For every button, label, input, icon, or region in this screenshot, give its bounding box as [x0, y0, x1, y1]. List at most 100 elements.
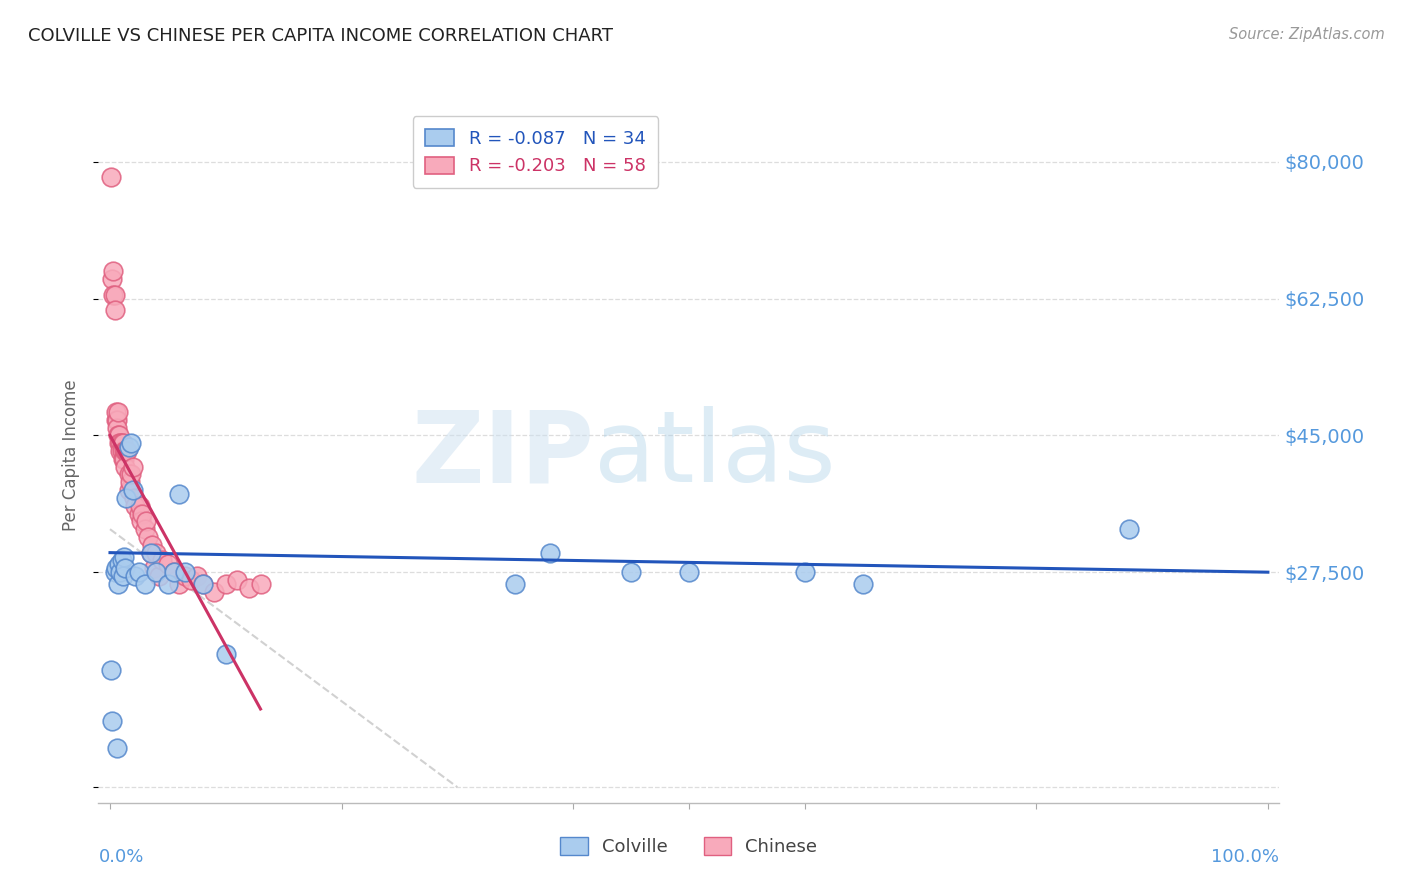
Point — [538, 546, 561, 560]
Point — [107, 405, 129, 419]
Point — [793, 565, 815, 579]
Point — [110, 444, 132, 458]
Point — [215, 577, 238, 591]
Point — [104, 565, 127, 579]
Point — [110, 565, 132, 579]
Point — [163, 565, 186, 579]
Point — [136, 530, 159, 544]
Point — [156, 577, 179, 591]
Point — [105, 420, 128, 434]
Point — [852, 577, 875, 591]
Point — [156, 558, 179, 572]
Point — [124, 491, 146, 505]
Point — [100, 170, 122, 185]
Point — [202, 584, 225, 599]
Point — [111, 569, 134, 583]
Point — [249, 577, 271, 591]
Point — [139, 546, 162, 560]
Point — [110, 436, 132, 450]
Point — [139, 546, 162, 560]
Point — [134, 577, 156, 591]
Point — [124, 499, 146, 513]
Point — [110, 553, 132, 567]
Point — [150, 553, 173, 567]
Point — [104, 561, 127, 575]
Point — [104, 303, 127, 318]
Point — [145, 565, 167, 579]
Point — [129, 499, 152, 513]
Point — [134, 522, 156, 536]
Point — [148, 569, 170, 583]
Point — [101, 714, 124, 728]
Point — [108, 558, 131, 572]
Point — [108, 428, 131, 442]
Text: 100.0%: 100.0% — [1212, 848, 1279, 866]
Point — [114, 561, 136, 575]
Point — [122, 483, 145, 497]
Text: atlas: atlas — [595, 407, 837, 503]
Point — [128, 565, 150, 579]
Point — [503, 577, 526, 591]
Point — [120, 436, 142, 450]
Point — [678, 565, 700, 579]
Point — [104, 413, 127, 427]
Point — [105, 741, 128, 756]
Point — [143, 561, 166, 575]
Point — [215, 647, 238, 661]
Point — [104, 287, 127, 301]
Point — [114, 444, 136, 458]
Point — [124, 569, 146, 583]
Point — [163, 565, 186, 579]
Point — [112, 451, 135, 466]
Point — [135, 514, 157, 528]
Point — [238, 581, 260, 595]
Point — [105, 413, 128, 427]
Point — [122, 459, 145, 474]
Point — [129, 514, 152, 528]
Point — [107, 428, 129, 442]
Point — [118, 475, 141, 490]
Point — [174, 565, 197, 579]
Point — [191, 577, 214, 591]
Point — [117, 467, 139, 482]
Text: ZIP: ZIP — [412, 407, 595, 503]
Point — [117, 483, 139, 497]
Point — [100, 663, 122, 677]
Point — [112, 444, 135, 458]
Point — [174, 569, 197, 583]
Point — [103, 287, 125, 301]
Point — [169, 487, 191, 501]
Text: COLVILLE VS CHINESE PER CAPITA INCOME CORRELATION CHART: COLVILLE VS CHINESE PER CAPITA INCOME CO… — [28, 27, 613, 45]
Point — [101, 272, 124, 286]
Point — [145, 546, 167, 560]
Text: Source: ZipAtlas.com: Source: ZipAtlas.com — [1229, 27, 1385, 42]
Point — [226, 573, 249, 587]
Point — [186, 569, 208, 583]
Point — [180, 573, 202, 587]
Legend: Colville, Chinese: Colville, Chinese — [553, 830, 825, 863]
Point — [110, 444, 132, 458]
Point — [115, 491, 138, 505]
Point — [103, 264, 125, 278]
Point — [191, 577, 214, 591]
Point — [141, 538, 163, 552]
Point — [111, 451, 134, 466]
Point — [110, 436, 132, 450]
Point — [112, 549, 135, 564]
Point — [115, 444, 138, 458]
Point — [169, 577, 191, 591]
Point — [128, 507, 150, 521]
Point — [107, 577, 129, 591]
Point — [108, 436, 131, 450]
Point — [111, 436, 134, 450]
Point — [117, 440, 139, 454]
Point — [1118, 522, 1140, 536]
Point — [104, 405, 127, 419]
Text: 0.0%: 0.0% — [98, 848, 143, 866]
Point — [117, 444, 139, 458]
Point — [620, 565, 643, 579]
Y-axis label: Per Capita Income: Per Capita Income — [62, 379, 80, 531]
Point — [114, 459, 136, 474]
Point — [131, 507, 153, 521]
Point — [120, 467, 142, 482]
